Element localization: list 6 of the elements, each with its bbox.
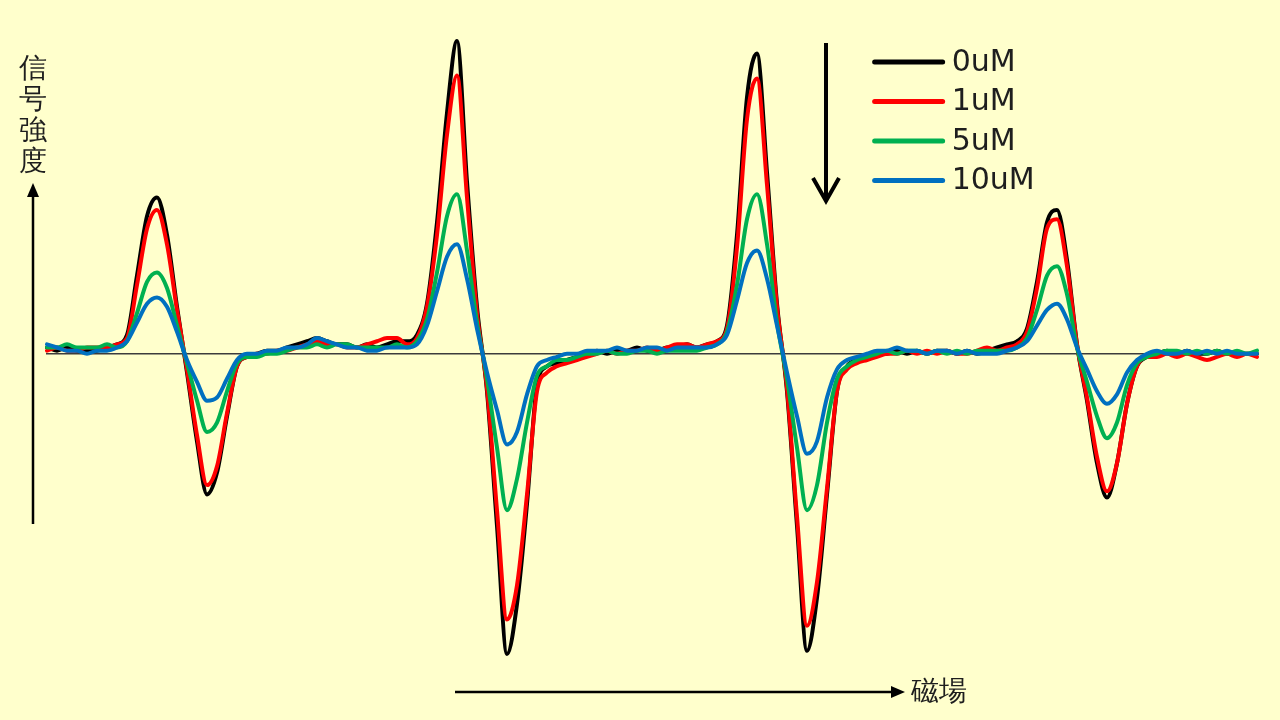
legend-label: 1uM bbox=[951, 82, 1016, 118]
legend-label: 10uM bbox=[951, 161, 1035, 197]
y-axis-title: 信号強度 bbox=[18, 51, 48, 177]
x-axis-title: 磁場 bbox=[911, 674, 967, 707]
legend-label: 5uM bbox=[951, 121, 1016, 157]
legend-label: 0uM bbox=[951, 42, 1016, 78]
